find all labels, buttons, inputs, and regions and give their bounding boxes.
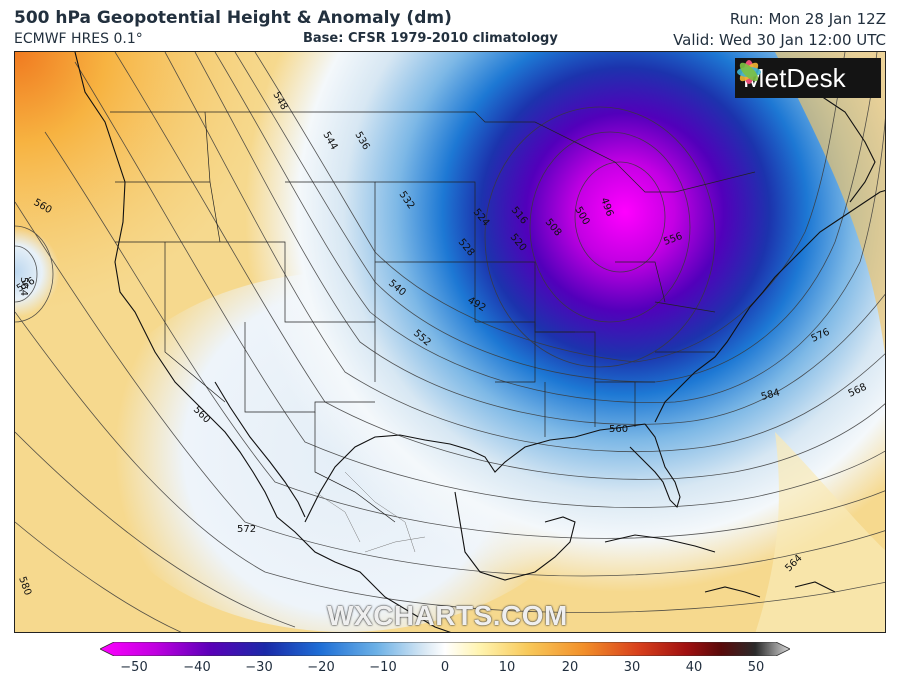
state-borders bbox=[110, 111, 756, 523]
metdesk-logo-text: MetDesk bbox=[743, 62, 846, 93]
colorbar-tick: −10 bbox=[369, 660, 397, 675]
contour-label: 572 bbox=[237, 524, 256, 535]
colorbar-gradient bbox=[100, 642, 790, 656]
colorbar-tick: −40 bbox=[183, 660, 211, 675]
valid-time-label: Valid: Wed 30 Jan 12:00 UTC bbox=[673, 31, 886, 49]
map-canvas: 548 544 536 532 528 524 520 516 508 500 … bbox=[15, 52, 885, 632]
run-time-label: Run: Mon 28 Jan 12Z bbox=[729, 10, 886, 28]
contour-label: 560 bbox=[609, 424, 628, 435]
warm-anomaly-caribbean bbox=[755, 432, 885, 632]
contour-label: 564 bbox=[18, 277, 29, 296]
colorbar-tick: −30 bbox=[245, 660, 273, 675]
contour-label: 584 bbox=[760, 387, 781, 403]
chart-title: 500 hPa Geopotential Height & Anomaly (d… bbox=[14, 8, 452, 28]
metdesk-star-icon bbox=[737, 60, 761, 84]
cold-trough-anomaly bbox=[15, 52, 885, 632]
colorbar-tick: 30 bbox=[623, 660, 641, 675]
anomaly-map[interactable]: 548 544 536 532 528 524 520 516 508 500 … bbox=[14, 51, 886, 633]
warm-anomaly-northeast bbox=[775, 52, 885, 355]
wxcharts-watermark: WXCHARTS.COM bbox=[327, 600, 568, 631]
colorbar-tick: 10 bbox=[498, 660, 516, 675]
metdesk-logo: MetDesk bbox=[735, 58, 881, 98]
colorbar-tick: 0 bbox=[440, 660, 450, 675]
anomaly-colorbar bbox=[100, 642, 790, 656]
climatology-base-label: Base: CFSR 1979-2010 climatology bbox=[303, 31, 558, 46]
model-label: ECMWF HRES 0.1° bbox=[14, 31, 143, 47]
height-contours bbox=[15, 52, 885, 632]
mexico-state-borders bbox=[314, 471, 426, 553]
colorbar-tick: 40 bbox=[685, 660, 703, 675]
colorbar-tick: 50 bbox=[747, 660, 765, 675]
colorbar-tick: 20 bbox=[561, 660, 579, 675]
colorbar-tick: −20 bbox=[307, 660, 335, 675]
colorbar-tick: −50 bbox=[120, 660, 148, 675]
